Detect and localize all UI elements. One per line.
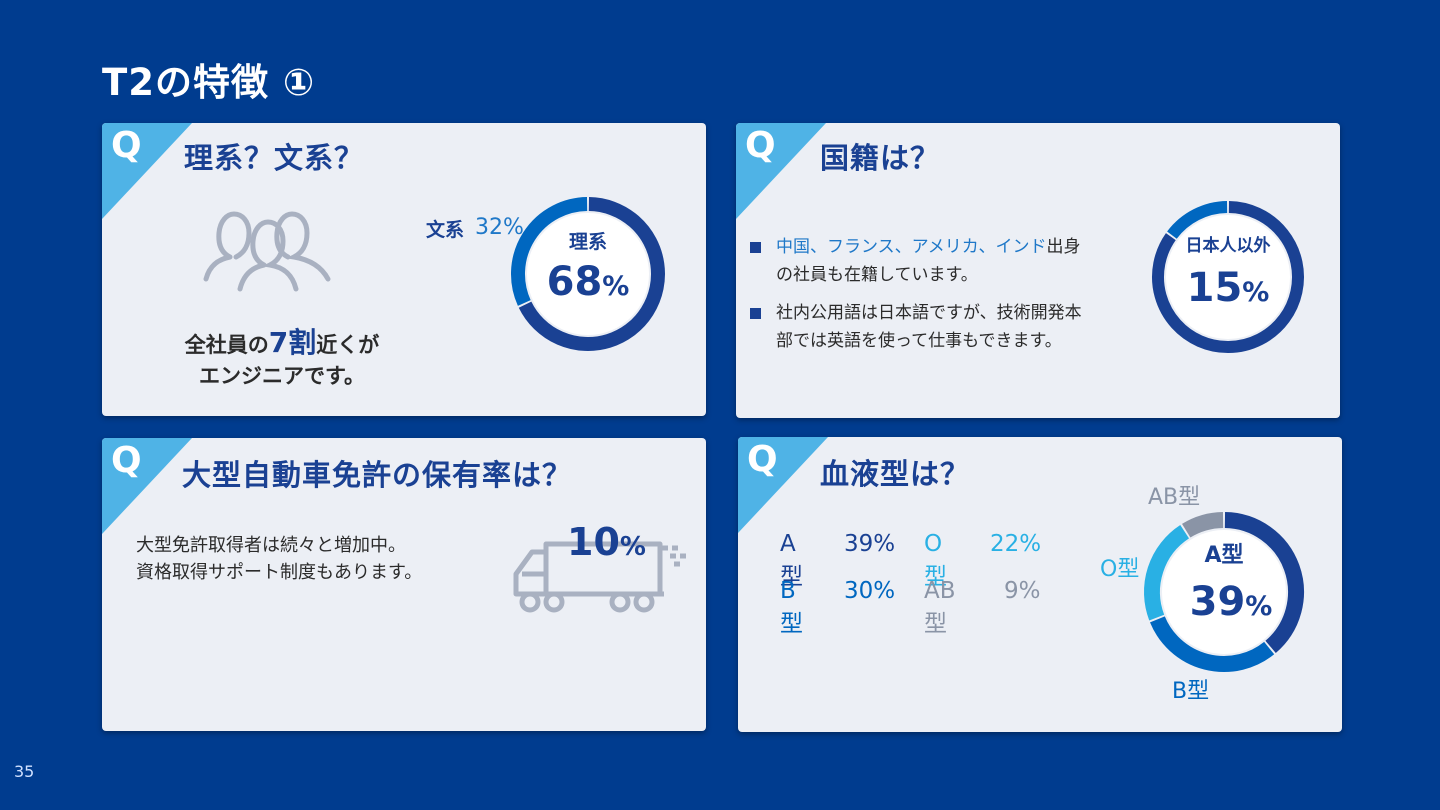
stat-highlight: 7割 [268,326,317,359]
blood-center-label: A型 [1204,543,1244,568]
people-group-icon [200,209,335,297]
nationality-value-unit: % [1242,277,1270,308]
donut-slice-2 [1152,201,1304,353]
donut-slice-3 [1144,525,1190,621]
card-title: 理系？文系？ [184,141,365,175]
slide-title: T2の特徴 ① [102,61,316,104]
card-title: 血液型は？ [820,457,971,491]
blood-b-label: B型 [780,578,803,637]
card-blood-type: Q 血液型は？ A型 39% O型 22% B型 30% AB型 9% AB型 … [738,437,1342,732]
donut-slice-2 [511,197,588,306]
donut-slice-1 [1224,512,1304,653]
blood-a-label: A型 [780,531,803,590]
arts-label: 文系 [426,219,465,241]
science-center-label: 理系 [568,231,607,253]
nationality-center-label: 日本人以外 [1185,236,1271,256]
card-nationality: Q 国籍は？ 中国、フランス、アメリカ、インド出身 の社員も在籍しています。 社… [736,123,1340,418]
donut-slice-4 [1182,512,1224,538]
description-line: 大型免許取得者は続々と増加中。 [136,535,406,556]
license-description: 大型免許取得者は続々と増加中。 資格取得サポート制度もあります。 [136,532,422,586]
science-value-unit: % [602,271,630,302]
bullet-square-icon [750,308,761,319]
donut-slice-2 [1150,616,1275,672]
nationality-value-number: 15 [1186,265,1243,311]
ab-slice-label: AB型 [1148,485,1201,510]
q-letter: Q [745,125,776,166]
q-badge: Q [102,438,192,534]
bullet-item: 社内公用語は日本語ですが、技術開発本 部では英語を使って仕事もできます。 [750,299,1170,355]
q-letter: Q [111,125,142,166]
blood-value-number: 39 [1189,579,1246,625]
nationality-donut-chart [1152,201,1304,353]
truck-value-number: 10 [567,520,620,564]
card-truck-license: Q 大型自動車免許の保有率は？ 大型免許取得者は続々と増加中。 資格取得サポート… [102,438,706,731]
truck-license-value: 10% [567,520,646,564]
q-badge: Q [102,123,192,219]
b-slice-label: B型 [1172,679,1210,704]
blood-type-donut-chart [1144,512,1304,672]
donut-inner [1162,530,1286,654]
page-number: 35 [14,762,35,781]
engineer-ratio-text: 全社員の7割近くが エンジニアです。 [122,327,442,392]
truck-value-unit: % [619,532,646,562]
donut-inner [1166,215,1290,339]
blood-ab-label: AB型 [924,578,956,637]
blood-b-value: 30% [844,578,896,604]
q-badge: Q [736,123,826,219]
donut-slice-1 [518,197,665,351]
blood-o-value: 22% [990,531,1042,557]
q-badge: Q [738,437,828,533]
bullet-item: 中国、フランス、アメリカ、インド出身 の社員も在籍しています。 [750,233,1170,289]
truck-icon [510,530,692,620]
bullet-text: 部では英語を使って仕事もできます。 [776,331,1062,351]
science-donut-chart [511,197,665,351]
blood-ab-value: 9% [1004,578,1041,604]
stat-suffix: 近くが [316,333,380,357]
q-letter: Q [747,439,778,480]
bullet-square-icon [750,242,761,253]
blood-center-value: 39% [1174,579,1288,625]
q-letter: Q [111,440,142,481]
blood-value-unit: % [1245,591,1273,622]
card-science-arts: Q 理系？文系？ 全社員の7割近くが エンジニアです。 文系 32% 理系 68… [102,123,706,416]
stat-line2: エンジニアです。 [199,364,365,388]
o-slice-label: O型 [1100,557,1140,582]
card-title: 大型自動車免許の保有率は？ [182,458,573,492]
nationality-center-value: 15% [1178,265,1278,311]
card-title: 国籍は？ [820,141,941,175]
science-center-value: 68% [538,259,638,305]
donut-slice-1 [1167,201,1228,239]
bullet-highlight: 中国、フランス、アメリカ、インド [776,237,1047,257]
bullet-text: 社内公用語は日本語ですが、技術開発本 [776,303,1082,323]
blood-a-value: 39% [844,531,896,557]
blood-o-label: O型 [924,531,947,590]
stat-prefix: 全社員の [184,333,269,357]
description-line: 資格取得サポート制度もあります。 [136,562,423,583]
science-value-number: 68 [546,259,603,305]
donut-inner [527,213,649,335]
bullet-text: 出身 [1046,237,1081,257]
nationality-bullets: 中国、フランス、アメリカ、インド出身 の社員も在籍しています。 社内公用語は日本… [750,233,1170,365]
bullet-text: の社員も在籍しています。 [776,265,978,285]
arts-value: 32% [475,215,524,240]
